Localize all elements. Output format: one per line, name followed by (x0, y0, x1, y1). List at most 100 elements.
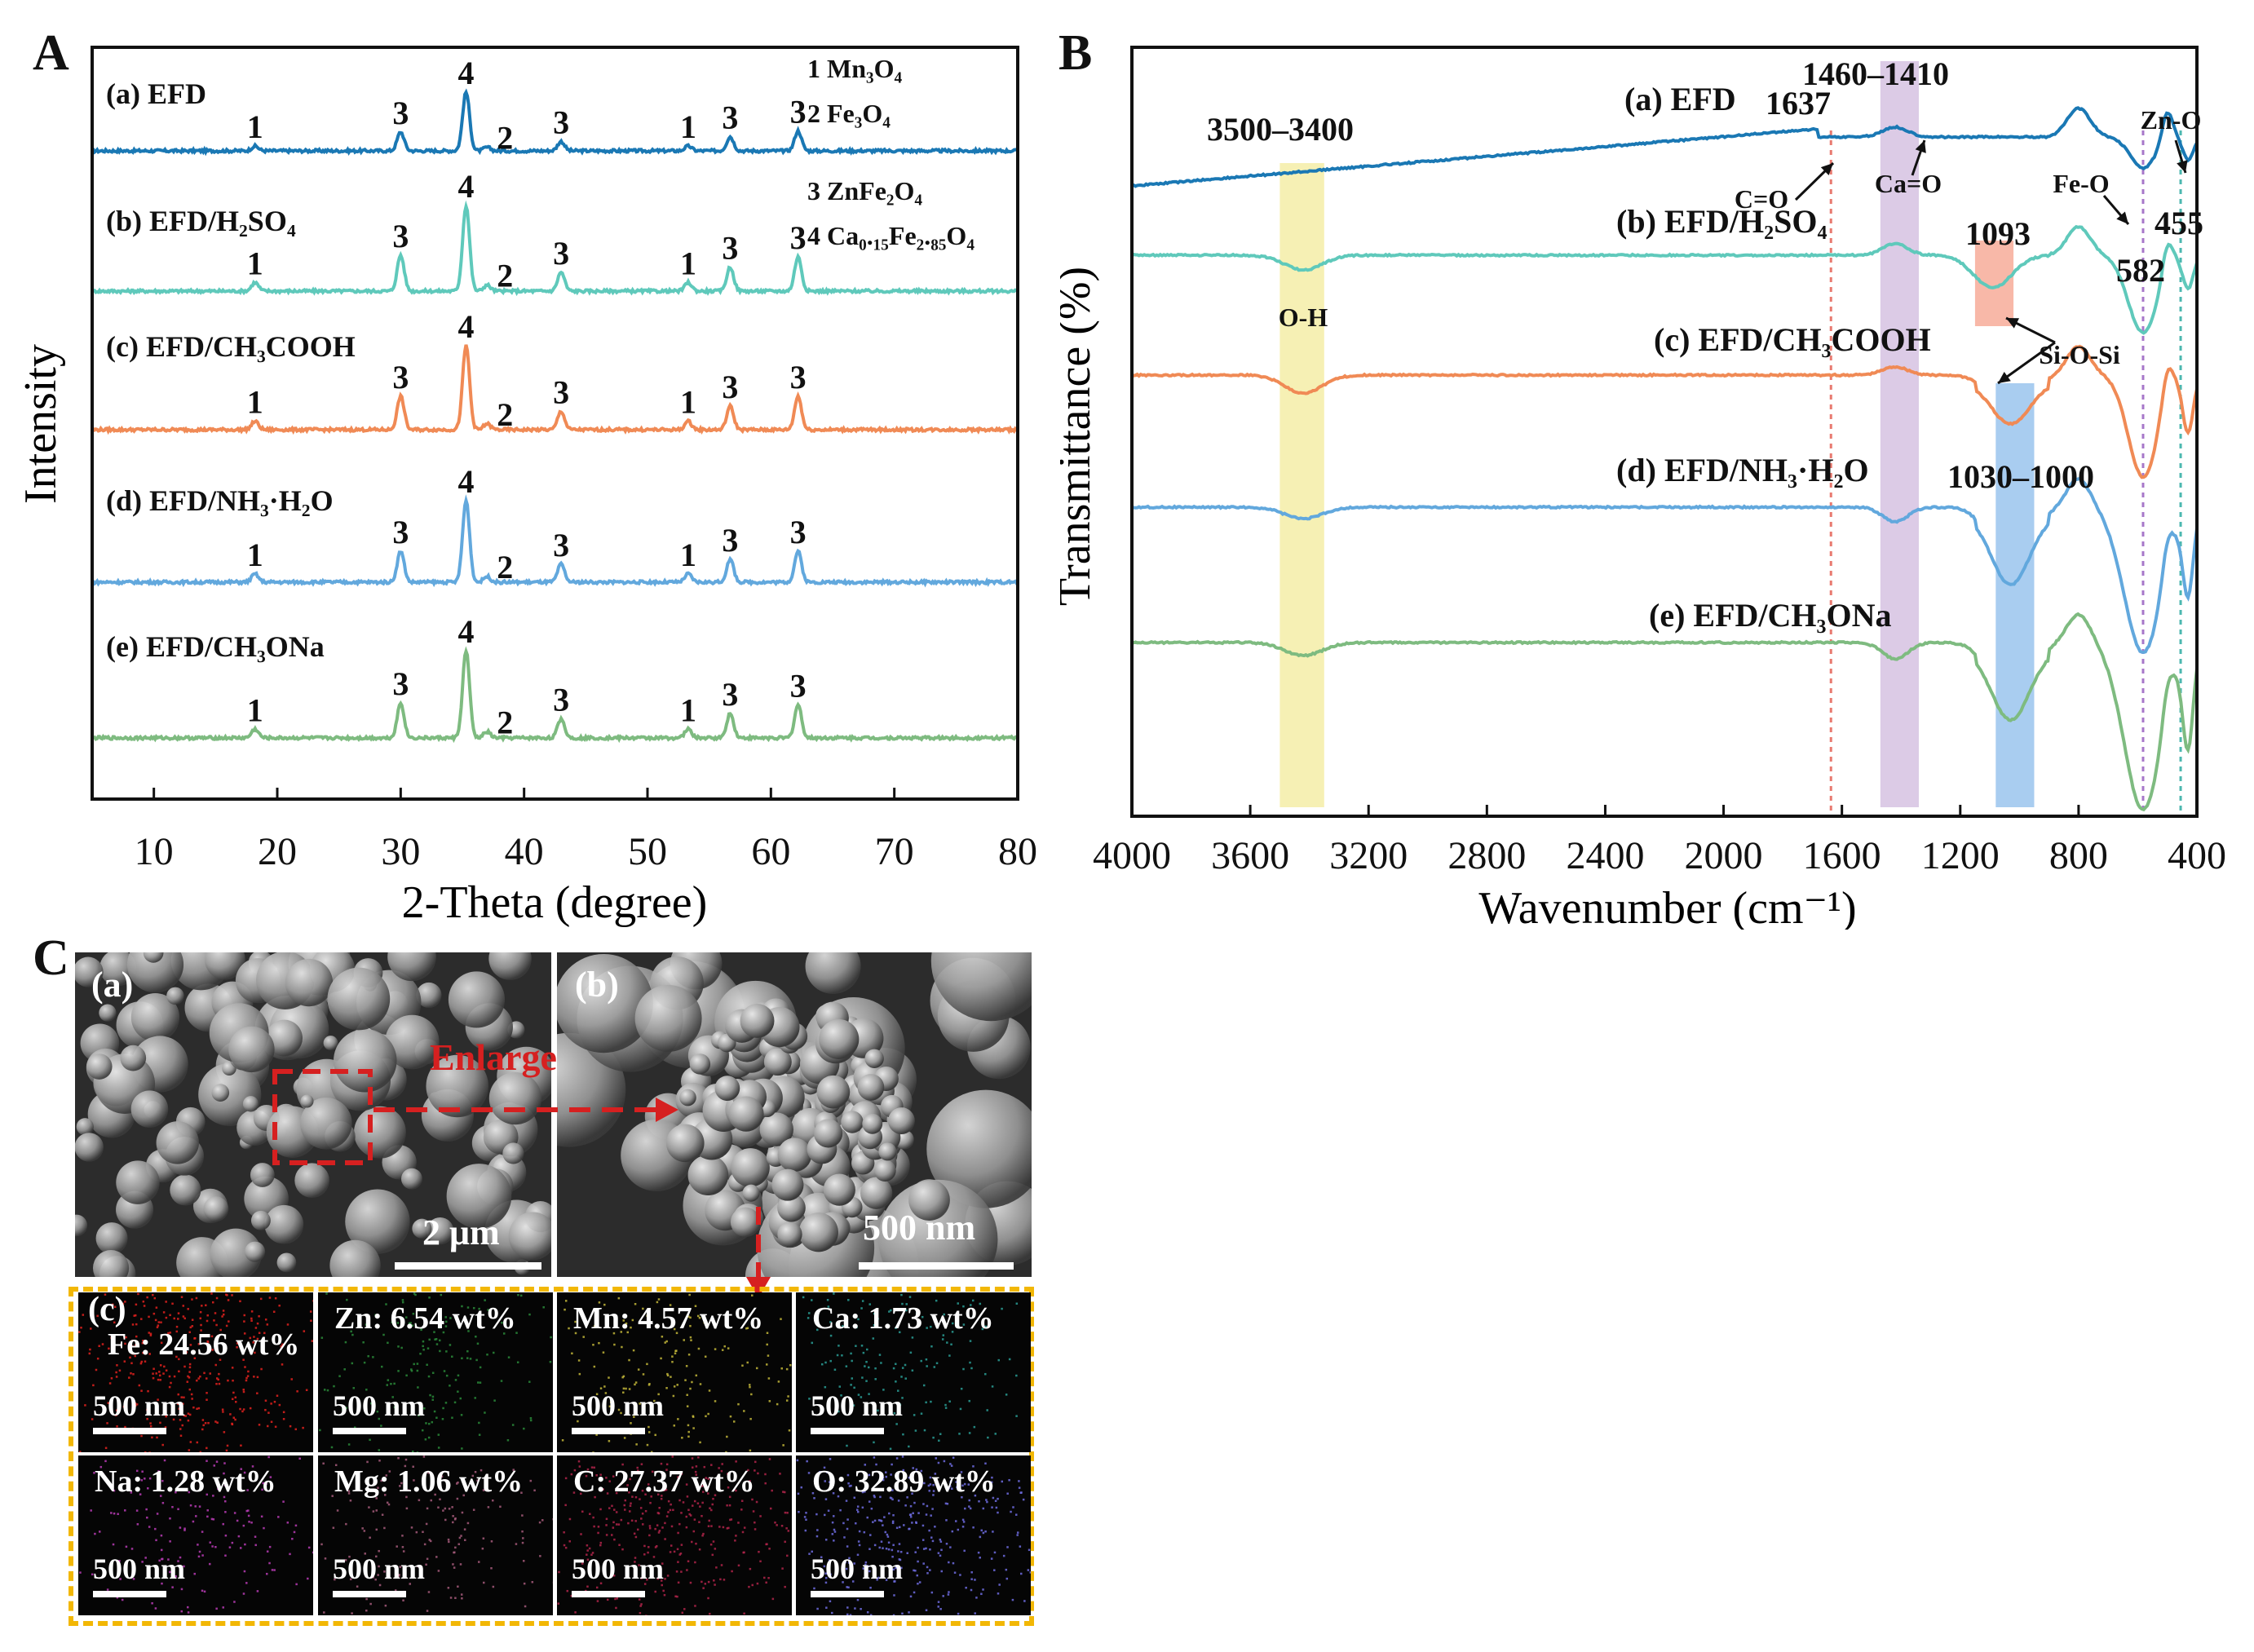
eds-dot (884, 1531, 887, 1534)
eds-dot (402, 1550, 405, 1553)
eds-dot (396, 1545, 398, 1548)
eds-dot (1005, 1394, 1008, 1396)
eds-dot (254, 1351, 256, 1354)
eds-dot (824, 1513, 826, 1517)
eds-dot (774, 1522, 776, 1524)
eds-dot (367, 1354, 369, 1358)
sem-particle (294, 1163, 329, 1199)
ftir-curves (1130, 106, 2199, 812)
sem-particle (250, 1163, 275, 1187)
eds-dot (374, 1578, 377, 1581)
eds-dot (926, 1572, 929, 1575)
eds-dot (743, 1551, 745, 1554)
eds-label-4: Na: 1.28 wt% (95, 1464, 276, 1499)
eds-map-dots (557, 1455, 790, 1615)
eds-dot (960, 1471, 963, 1473)
eds-dot (267, 1455, 270, 1459)
eds-dot (412, 1450, 414, 1452)
eds-dot (969, 1361, 971, 1364)
eds-dot (187, 1419, 190, 1422)
eds-dot (934, 1473, 937, 1475)
eds-dot (422, 1531, 424, 1534)
eds-dot (183, 1414, 186, 1417)
eds-dot (714, 1494, 717, 1496)
eds-dot (950, 1464, 953, 1467)
eds-dot (466, 1306, 470, 1309)
eds-dot (698, 1521, 701, 1523)
eds-dot (652, 1556, 656, 1558)
xrd-peak-label: 4 (458, 168, 475, 205)
eds-dot (177, 1318, 179, 1320)
eds-dot (595, 1586, 599, 1589)
eds-dot (523, 1582, 526, 1585)
eds-dot (875, 1308, 877, 1310)
eds-dot (209, 1562, 211, 1566)
eds-dot (987, 1436, 989, 1439)
eds-dot (864, 1563, 867, 1566)
eds-dot (858, 1544, 861, 1547)
sem-particle (76, 1118, 94, 1136)
eds-dot (861, 1491, 864, 1494)
eds-dot (369, 1438, 371, 1442)
eds-dot (838, 1345, 840, 1347)
eds-dot (161, 1557, 163, 1561)
eds-dot (589, 1513, 591, 1515)
eds-dot (223, 1462, 226, 1464)
eds-dot (895, 1486, 899, 1489)
sem-particle (264, 1204, 304, 1244)
eds-dot (588, 1547, 591, 1550)
eds-dot (453, 1517, 457, 1521)
sem-particle (130, 1090, 169, 1128)
eds-dot (689, 1581, 692, 1584)
eds-dot (798, 1510, 800, 1513)
eds-dot (480, 1469, 483, 1472)
eds-dot (256, 1322, 259, 1325)
eds-dot (661, 1526, 664, 1529)
eds-dot (948, 1354, 951, 1357)
eds-dot (677, 1418, 679, 1420)
eds-map-dots (802, 1292, 1019, 1451)
eds-scale-text-2: 500 nm (572, 1389, 665, 1422)
eds-dot (391, 1396, 394, 1398)
eds-dot (665, 1463, 669, 1466)
eds-dot (347, 1443, 351, 1446)
eds-dot (457, 1390, 459, 1393)
ftir-curve-4 (1131, 612, 2199, 812)
eds-dot (187, 1412, 190, 1415)
eds-dot (598, 1301, 601, 1304)
eds-dot (117, 1513, 119, 1516)
eds-dot (691, 1457, 694, 1460)
eds-dot (846, 1527, 849, 1531)
eds-dot (617, 1408, 621, 1411)
xrd-peak-label: 2 (497, 120, 513, 157)
sem-b-grain (740, 1003, 775, 1038)
eds-dot (381, 1513, 384, 1516)
eds-dot (582, 1336, 585, 1338)
eds-dot (722, 1526, 725, 1529)
eds-dot (808, 1553, 811, 1555)
eds-dot (434, 1338, 436, 1341)
eds-dot (657, 1298, 661, 1301)
eds-dot (900, 1566, 903, 1570)
eds-dot (133, 1314, 135, 1317)
eds-dot (634, 1520, 637, 1522)
eds-dot (891, 1522, 895, 1525)
eds-dot (912, 1512, 914, 1515)
eds-dot (868, 1570, 871, 1573)
eds-dot (679, 1552, 683, 1555)
sem-particle (387, 952, 436, 982)
xrd-x-ticks: 10 20 30 40 50 60 70 80 (135, 788, 1037, 873)
sem-particle (385, 1014, 440, 1070)
ftir-band-1 (1880, 61, 1919, 807)
eds-dot (197, 1407, 201, 1410)
eds-dot (684, 1379, 687, 1381)
eds-dot (157, 1321, 161, 1323)
eds-dot (904, 1363, 907, 1367)
eds-dot (365, 1388, 368, 1391)
eds-dot (677, 1531, 679, 1535)
eds-dot (939, 1554, 942, 1557)
eds-dot (453, 1401, 457, 1404)
eds-dot (374, 1314, 377, 1316)
eds-dot (375, 1509, 378, 1512)
eds-dot (413, 1479, 415, 1482)
